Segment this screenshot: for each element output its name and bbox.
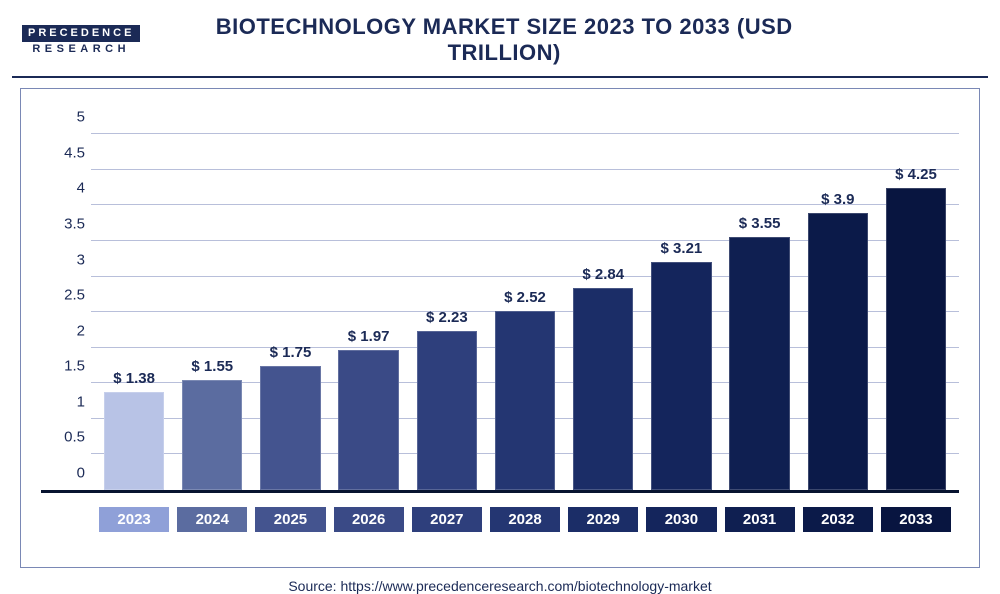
bar-wrap: $ 3.9 [803, 113, 873, 490]
title-divider [12, 76, 988, 78]
x-category-label: 2029 [568, 507, 638, 532]
bar-value-label: $ 2.52 [504, 289, 546, 306]
bar-value-label: $ 2.84 [582, 266, 624, 283]
chart-container: PRECEDENCE RESEARCH BIOTECHNOLOGY MARKET… [0, 0, 1000, 592]
x-axis: 2023 2024 2025 2026 2027 2028 2029 2030 2031 2032… [99, 507, 951, 532]
bar-wrap: $ 2.52 [490, 113, 560, 490]
bar [182, 380, 242, 490]
bar [573, 288, 633, 490]
bar-value-label: $ 3.9 [821, 191, 854, 208]
x-category-label: 2030 [646, 507, 716, 532]
chart-title: BIOTECHNOLOGY MARKET SIZE 2023 TO 2033 (… [160, 14, 988, 66]
bar [886, 188, 946, 490]
bar-wrap: $ 3.21 [646, 113, 716, 490]
y-axis: 00.511.522.533.544.55 [41, 113, 91, 490]
bar-wrap: $ 4.25 [881, 113, 951, 490]
bar [495, 311, 555, 490]
bar [260, 366, 320, 490]
x-category-label: 2031 [725, 507, 795, 532]
logo-top: PRECEDENCE [22, 25, 140, 42]
plot-area: 00.511.522.533.544.55 $ 1.38$ 1.55$ 1.75… [41, 113, 959, 493]
bar-value-label: $ 3.21 [661, 240, 703, 257]
y-tick: 3 [77, 251, 85, 268]
x-category-label: 2027 [412, 507, 482, 532]
bar-value-label: $ 1.55 [191, 358, 233, 375]
y-tick: 2.5 [64, 287, 85, 304]
y-tick: 2 [77, 322, 85, 339]
x-category-label: 2033 [881, 507, 951, 532]
bars-group: $ 1.38 $ 1.55 $ 1.75 $ 1.97 $ 2.23 $ 2.52 $ 2.… [99, 113, 951, 490]
bar-wrap: $ 3.55 [725, 113, 795, 490]
bar-wrap: $ 1.97 [334, 113, 404, 490]
logo-bottom: RESEARCH [22, 42, 140, 55]
bar-wrap: $ 1.75 [255, 113, 325, 490]
bar-wrap: $ 1.55 [177, 113, 247, 490]
brand-logo: PRECEDENCE RESEARCH [22, 25, 140, 55]
y-tick: 4.5 [64, 144, 85, 161]
bar-value-label: $ 1.38 [113, 370, 155, 387]
bar-wrap: $ 2.84 [568, 113, 638, 490]
x-category-label: 2032 [803, 507, 873, 532]
x-category-label: 2023 [99, 507, 169, 532]
header: PRECEDENCE RESEARCH BIOTECHNOLOGY MARKET… [12, 10, 988, 74]
y-tick: 4 [77, 180, 85, 197]
bar [729, 237, 789, 490]
bar [417, 331, 477, 490]
x-category-label: 2025 [255, 507, 325, 532]
y-tick: 1 [77, 393, 85, 410]
y-tick: 3.5 [64, 216, 85, 233]
bar-value-label: $ 4.25 [895, 166, 937, 183]
bar-value-label: $ 1.75 [270, 344, 312, 361]
y-tick: 5 [77, 109, 85, 126]
y-tick: 0.5 [64, 429, 85, 446]
bar [338, 350, 398, 490]
x-category-label: 2028 [490, 507, 560, 532]
chart-frame: 0 0.5 1 1.5 2 2.5 3 3.5 4 4.5 5 $ 1.38 $ 1.55 $ 1.75… [20, 88, 980, 568]
x-category-label: 2026 [334, 507, 404, 532]
bar-value-label: $ 1.97 [348, 328, 390, 345]
bar [808, 213, 868, 490]
bar [104, 392, 164, 490]
bar-wrap: $ 2.23 [412, 113, 482, 490]
y-tick: 1.5 [64, 358, 85, 375]
bar [651, 262, 711, 490]
bar-value-label: $ 2.23 [426, 309, 468, 326]
y-tick: 0 [77, 465, 85, 482]
bar-value-label: $ 3.55 [739, 215, 781, 232]
x-category-label: 2024 [177, 507, 247, 532]
bar-wrap: $ 1.38 [99, 113, 169, 490]
